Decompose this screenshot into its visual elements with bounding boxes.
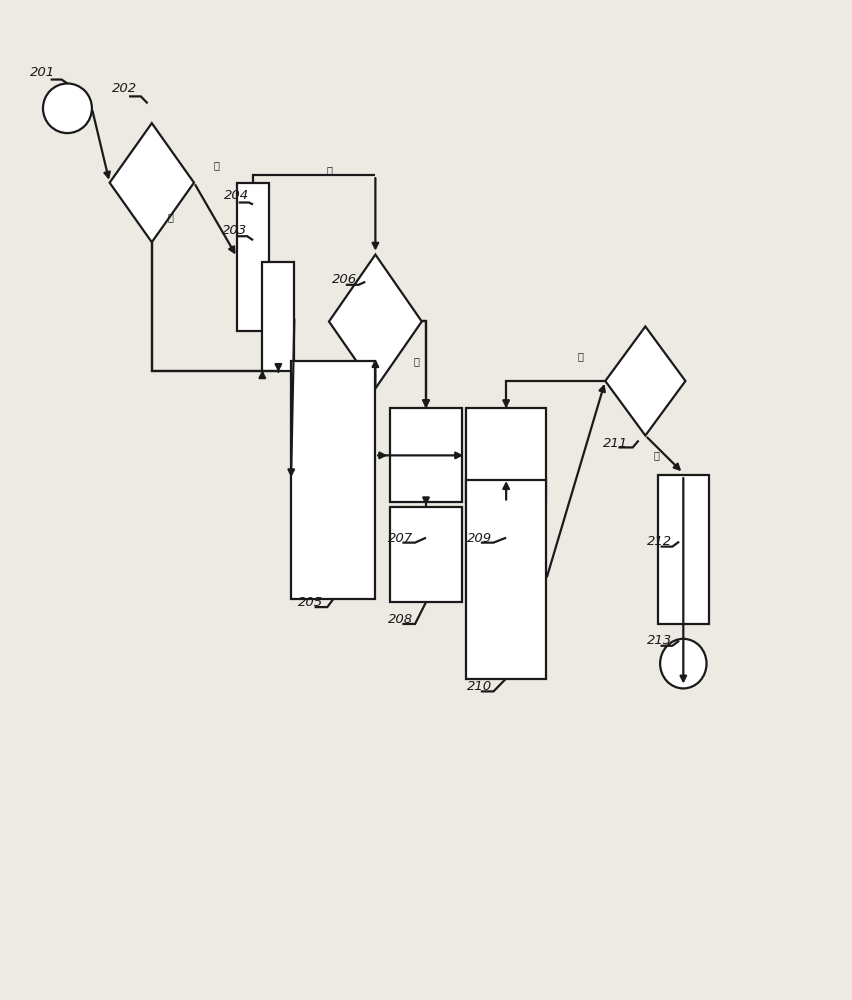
Ellipse shape — [660, 639, 706, 688]
Bar — [262, 262, 295, 371]
Text: 210: 210 — [467, 680, 492, 693]
Text: 207: 207 — [388, 532, 413, 545]
Text: 204: 204 — [223, 189, 249, 202]
Text: 是: 是 — [413, 356, 419, 366]
Text: 213: 213 — [647, 634, 672, 647]
Text: 206: 206 — [331, 273, 357, 286]
Bar — [390, 408, 462, 502]
Text: 202: 202 — [112, 82, 137, 95]
Bar — [390, 507, 462, 602]
Polygon shape — [110, 123, 194, 242]
Text: 208: 208 — [388, 613, 413, 626]
Text: 209: 209 — [467, 532, 492, 545]
Text: 201: 201 — [30, 66, 55, 79]
Polygon shape — [329, 255, 422, 388]
Bar — [237, 183, 269, 331]
Polygon shape — [605, 326, 685, 436]
Bar — [291, 361, 376, 599]
Text: 否: 否 — [214, 160, 220, 170]
Bar — [466, 408, 546, 502]
Text: 205: 205 — [297, 596, 323, 609]
Ellipse shape — [43, 84, 92, 133]
Text: 203: 203 — [222, 224, 247, 237]
Bar — [658, 475, 709, 624]
Text: 否: 否 — [577, 351, 583, 361]
Text: 212: 212 — [647, 535, 672, 548]
Text: 是: 是 — [168, 212, 173, 222]
Text: 是: 是 — [653, 450, 659, 460]
Bar — [466, 480, 546, 679]
Text: 211: 211 — [603, 437, 628, 450]
Text: 否: 否 — [326, 165, 332, 175]
